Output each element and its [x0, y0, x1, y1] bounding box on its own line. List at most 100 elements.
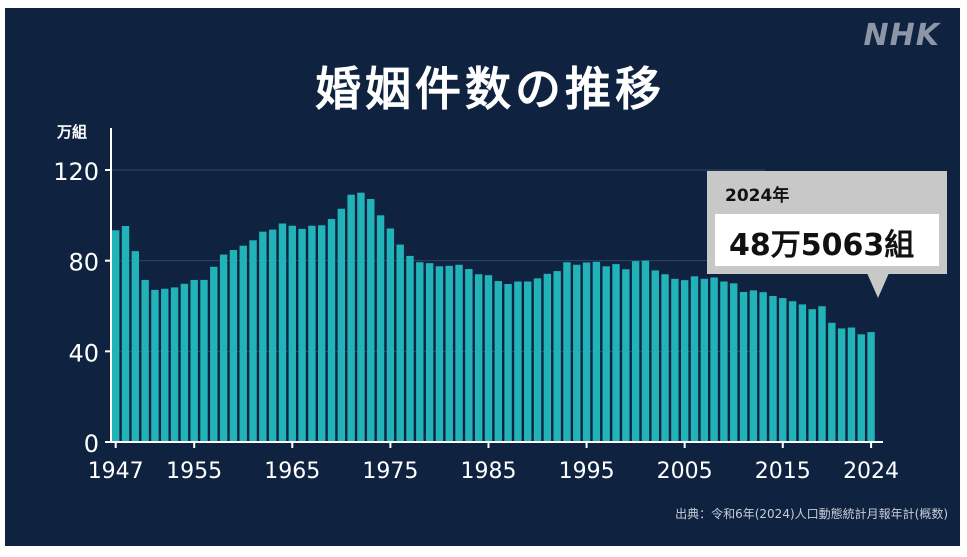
bar-1989 [524, 281, 532, 442]
bar-1959 [229, 250, 238, 442]
bar-1947 [112, 230, 120, 442]
page-title: 婚姻件数の推移 [315, 62, 665, 116]
bar-1961 [249, 240, 257, 442]
bar-1992 [553, 271, 561, 442]
bar-2015 [779, 298, 787, 442]
bar-1966 [298, 228, 306, 442]
bar-2007 [700, 278, 708, 442]
bar-2005 [680, 280, 689, 442]
x-tick-label: 1975 [362, 459, 418, 484]
x-tick-label: 1985 [460, 459, 516, 484]
bar-1980 [435, 266, 444, 442]
y-tick-label: 120 [53, 158, 99, 186]
bar-1977 [406, 255, 414, 442]
bar-1963 [268, 229, 277, 442]
bar-1957 [210, 266, 218, 442]
nhk-logo: NHK [863, 18, 940, 53]
bar-1948 [121, 225, 130, 442]
bar-2022 [847, 327, 856, 442]
bar-2008 [710, 277, 718, 442]
bar-1951 [151, 289, 159, 442]
bar-1952 [161, 288, 169, 442]
bar-1984 [474, 274, 483, 442]
bar-1987 [504, 284, 512, 442]
bar-1993 [563, 262, 571, 442]
bar-1968 [318, 225, 326, 442]
bar-1990 [533, 278, 542, 442]
bar-1974 [376, 215, 385, 442]
x-tick-label: 2005 [657, 459, 713, 484]
bar-1962 [259, 231, 267, 442]
bar-1969 [327, 218, 336, 442]
bar-1964 [278, 223, 287, 442]
bar-1997 [602, 266, 610, 442]
callout-year: 2024年 [725, 186, 790, 206]
bar-1981 [445, 265, 453, 442]
bar-1972 [357, 192, 365, 442]
bar-chart: 0 40 80 120 万組 1947 1955 1965 1975 1985 1995 2005 20… [53, 123, 899, 484]
source-note: 出典：令和6年(2024)人口動態統計月報年計(概数) [675, 507, 948, 521]
bar-2011 [739, 291, 748, 442]
x-tick-label: 2015 [755, 459, 811, 484]
bar-1986 [494, 281, 502, 442]
y-tick-label: 0 [84, 430, 99, 458]
bar-2019 [818, 306, 826, 442]
y-tick-label: 40 [68, 339, 99, 367]
x-tick-label: 1955 [166, 459, 222, 484]
bar-1976 [396, 244, 404, 442]
bar-1967 [308, 225, 316, 442]
bar-2018 [808, 309, 816, 442]
bar-2014 [769, 296, 777, 442]
bar-2017 [798, 304, 807, 442]
bar-1995 [582, 262, 591, 442]
x-tick-label: 1965 [264, 459, 320, 484]
callout-pointer [867, 273, 889, 298]
bar-2004 [671, 278, 679, 442]
bar-1998 [612, 264, 620, 442]
bar-1985 [484, 275, 493, 442]
bar-1949 [131, 251, 140, 442]
bar-2006 [690, 276, 699, 442]
bar-1953 [170, 287, 179, 442]
bar-1991 [543, 273, 552, 442]
bar-2020 [828, 322, 836, 442]
callout: 2024年 48万5063組 [707, 171, 947, 274]
bar-1973 [367, 199, 375, 442]
bar-2023 [857, 334, 865, 442]
x-tick-label: 2024 [843, 459, 899, 484]
bar-1956 [200, 279, 208, 442]
bar-1958 [219, 254, 228, 442]
bar-2010 [730, 283, 738, 442]
callout-value: 48万5063組 [729, 228, 915, 263]
bar-1979 [425, 263, 434, 442]
bar-1982 [455, 264, 463, 442]
bar-2000 [631, 261, 640, 442]
bars [112, 192, 875, 442]
axes [105, 128, 883, 448]
chart-panel: 婚姻件数の推移 NHK 0 40 80 120 万組 1947 1955 1965 1975 19… [5, 8, 960, 546]
bar-1955 [190, 279, 198, 442]
bar-1971 [347, 194, 355, 442]
bar-2002 [651, 270, 659, 442]
y-axis-label: 万組 [56, 123, 87, 141]
tick-labels: 0 40 80 120 万組 1947 1955 1965 1975 1985 1995 2005 20… [53, 123, 899, 484]
bar-2003 [661, 274, 669, 442]
bar-2012 [749, 290, 758, 442]
bar-2009 [720, 281, 728, 442]
bar-1988 [514, 281, 522, 442]
callout-value-box: 48万5063組 [715, 214, 939, 266]
bar-2024 [867, 332, 875, 442]
bar-2001 [641, 260, 650, 442]
y-tick-label: 80 [68, 249, 99, 277]
bar-1996 [592, 261, 601, 442]
bar-1994 [573, 264, 581, 442]
bar-1983 [465, 269, 473, 442]
bar-2016 [788, 301, 797, 442]
bar-1960 [239, 245, 247, 442]
bar-1975 [386, 228, 395, 442]
bar-1954 [180, 283, 189, 442]
bar-1978 [416, 262, 424, 442]
bar-1965 [288, 225, 296, 442]
x-tick-label: 1947 [88, 459, 144, 484]
bar-2013 [759, 292, 767, 442]
